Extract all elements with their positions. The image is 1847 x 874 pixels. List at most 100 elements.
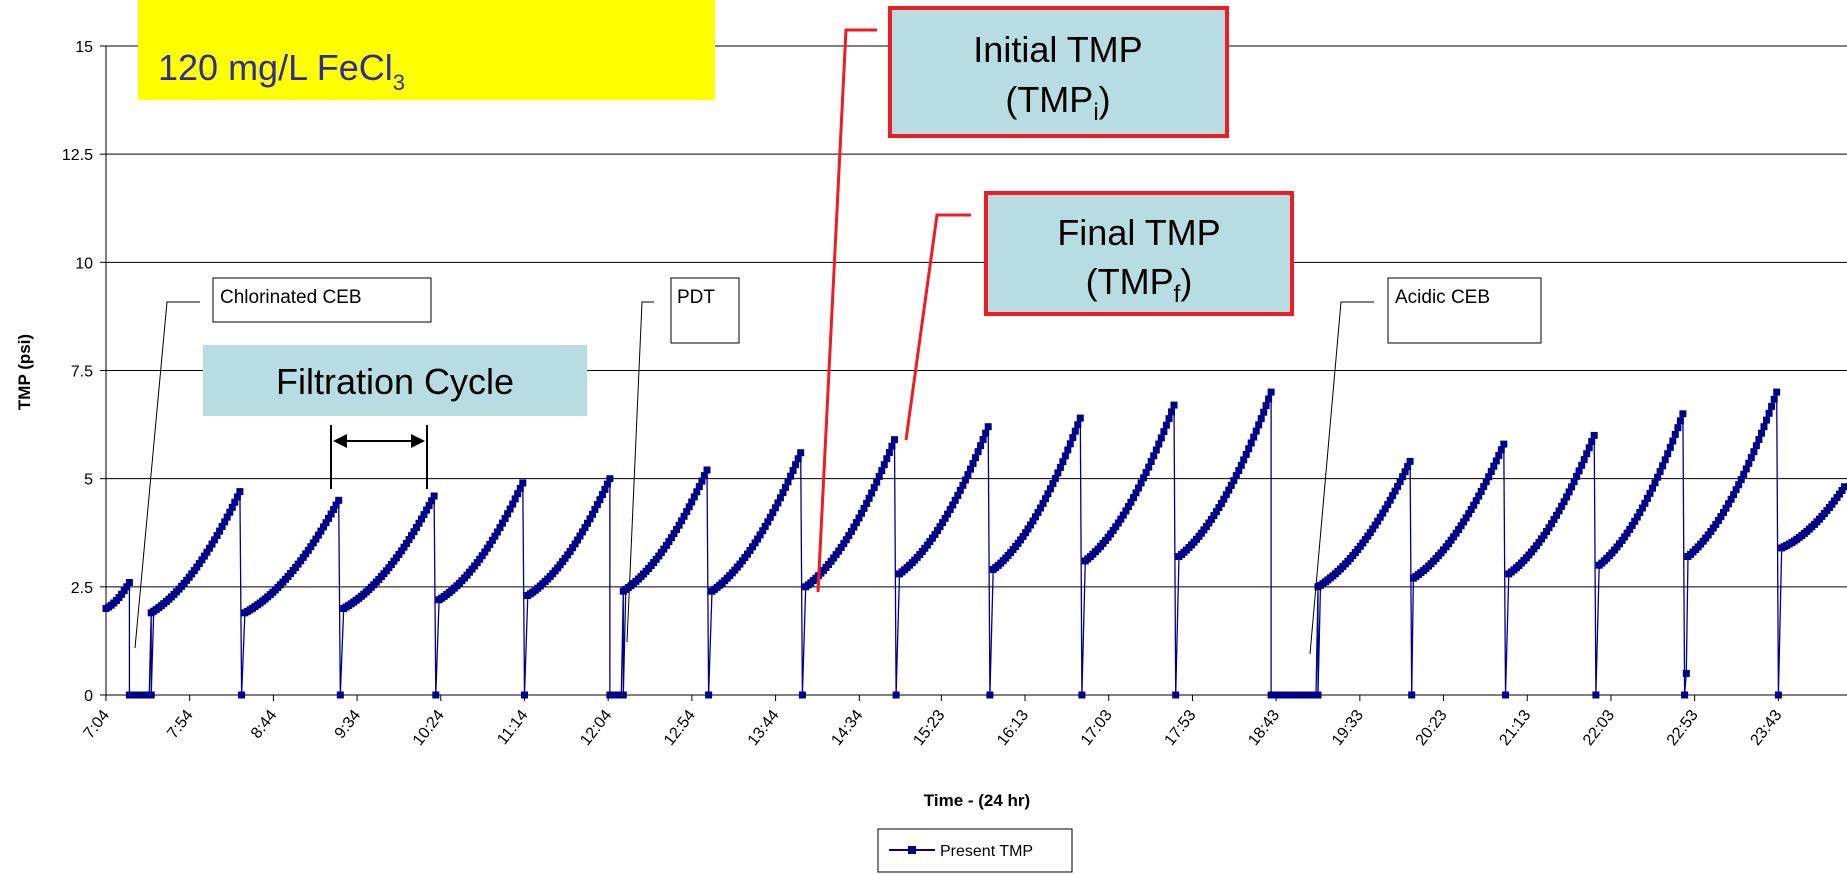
data-point-676 xyxy=(1763,416,1770,424)
data-point-627 xyxy=(1641,499,1649,507)
data-point-48 xyxy=(211,536,218,544)
data-point-634 xyxy=(1659,462,1667,470)
data-point-388 xyxy=(1059,458,1067,466)
data-point-567 xyxy=(1490,462,1498,470)
data-point-154 xyxy=(478,552,486,560)
data-point-636 xyxy=(1664,450,1672,458)
data-point-356 xyxy=(979,436,987,443)
data-point-268 xyxy=(756,531,764,539)
data-point-524 xyxy=(1384,501,1392,509)
final-tmp-box xyxy=(984,191,1294,316)
data-point-163 xyxy=(501,515,509,522)
data-point-620 xyxy=(1623,529,1631,537)
data-point-131 xyxy=(420,511,428,519)
data-point-358 xyxy=(984,423,992,431)
x-tick-label-9: 14:34 xyxy=(828,707,866,749)
data-point-564 xyxy=(1482,478,1490,486)
data-point-162 xyxy=(499,519,506,527)
data-point-270 xyxy=(761,522,769,530)
data-point-445 xyxy=(1202,523,1210,531)
data-point-466 xyxy=(1255,421,1263,429)
data-point-446 xyxy=(1205,519,1213,527)
data-point-603 xyxy=(1580,456,1588,464)
data-point-344 xyxy=(949,501,957,509)
data-point-275 xyxy=(774,499,782,507)
data-point-533 xyxy=(1406,457,1414,465)
data-point-191 xyxy=(571,540,579,548)
data-point-447 xyxy=(1207,515,1215,523)
data-point-346 xyxy=(954,491,962,499)
data-point-637 xyxy=(1666,443,1674,451)
final-tmp-line1: Final TMP xyxy=(1057,212,1220,253)
data-point-387 xyxy=(1056,463,1064,471)
data-point-87 xyxy=(309,539,317,547)
data-point-158 xyxy=(488,536,496,544)
data-point-626 xyxy=(1638,504,1646,512)
data-point-534 xyxy=(1408,691,1416,699)
data-point-658 xyxy=(1717,513,1725,521)
initial-tmp-leader xyxy=(816,28,877,593)
data-point-234 xyxy=(670,530,678,538)
data-point-350 xyxy=(964,471,972,479)
data-point-202 xyxy=(598,491,606,499)
x-tick-label-7: 12:54 xyxy=(661,707,699,749)
data-point-46 xyxy=(206,544,213,552)
data-point-338 xyxy=(934,527,941,535)
data-point-190 xyxy=(569,544,577,552)
y-tick-label-3: 7.5 xyxy=(71,364,93,381)
data-point-196 xyxy=(584,519,591,527)
cycle-arrow-left-head xyxy=(333,434,347,448)
y-tick-label-4: 10 xyxy=(75,255,93,272)
series-present-tmp xyxy=(102,388,1847,699)
acidic-ceb-label: Acidic CEB xyxy=(1395,287,1490,308)
data-point-123 xyxy=(400,543,408,551)
data-point-411 xyxy=(1117,515,1125,523)
data-point-95 xyxy=(330,506,338,513)
data-point-134 xyxy=(428,497,436,505)
data-point-195 xyxy=(581,524,589,532)
data-point-661 xyxy=(1725,500,1732,508)
pdt-callout: PDT xyxy=(626,277,740,643)
data-point-677 xyxy=(1765,409,1773,417)
data-point-571 xyxy=(1500,440,1508,448)
data-point-558 xyxy=(1467,506,1475,513)
data-point-247 xyxy=(703,466,711,474)
data-point-389 xyxy=(1061,452,1069,460)
data-point-348 xyxy=(959,481,967,489)
data-point-193 xyxy=(576,532,584,540)
x-tick-label-17: 21:13 xyxy=(1496,707,1534,749)
data-point-587 xyxy=(1540,531,1548,539)
data-point-408 xyxy=(1109,526,1117,534)
data-point-385 xyxy=(1051,474,1059,482)
data-point-310 xyxy=(863,499,871,507)
data-point-621 xyxy=(1626,525,1634,533)
data-point-200 xyxy=(593,501,601,509)
final-tmp-leader xyxy=(904,213,971,441)
data-point-132 xyxy=(423,506,431,514)
pdt-box xyxy=(670,277,740,344)
data-point-520 xyxy=(1374,517,1382,525)
data-point-572 xyxy=(1502,691,1509,699)
data-point-277 xyxy=(779,489,787,497)
data-point-198 xyxy=(589,510,596,518)
data-point-375 xyxy=(1027,521,1034,529)
x-tick-label-0: 7:04 xyxy=(81,707,114,742)
data-point-675 xyxy=(1760,423,1768,431)
data-point-631 xyxy=(1651,479,1659,487)
data-point-432 xyxy=(1170,401,1178,409)
data-point-422 xyxy=(1145,463,1153,471)
data-point-337 xyxy=(931,530,939,538)
data-point-98 xyxy=(336,691,344,699)
data-point-624 xyxy=(1633,513,1641,521)
data-point-453 xyxy=(1222,491,1230,499)
data-point-641 xyxy=(1676,417,1684,425)
data-point-666 xyxy=(1737,476,1745,484)
data-point-281 xyxy=(789,467,797,474)
data-point-88 xyxy=(312,535,320,543)
data-point-318 xyxy=(883,455,891,463)
data-point-526 xyxy=(1389,492,1397,500)
x-tick-label-16: 20:23 xyxy=(1413,707,1451,749)
data-point-429 xyxy=(1162,421,1170,429)
data-point-570 xyxy=(1497,446,1505,454)
data-point-171 xyxy=(521,691,528,699)
